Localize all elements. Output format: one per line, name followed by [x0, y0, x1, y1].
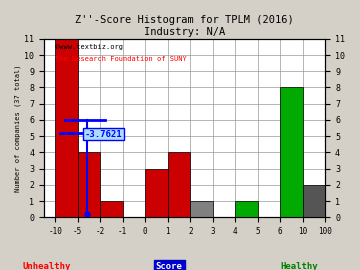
Bar: [100, 201, 123, 217]
Text: Unhealthy: Unhealthy: [23, 262, 71, 270]
Bar: [55, 39, 78, 217]
Text: -3.7621: -3.7621: [85, 130, 122, 139]
Bar: [78, 153, 100, 217]
Text: Score: Score: [156, 262, 183, 270]
Text: Healthy: Healthy: [280, 262, 318, 270]
Bar: [303, 185, 325, 217]
Bar: [190, 201, 213, 217]
Y-axis label: Number of companies (37 total): Number of companies (37 total): [15, 64, 22, 192]
Bar: [235, 201, 258, 217]
Text: The Research Foundation of SUNY: The Research Foundation of SUNY: [55, 56, 187, 62]
Bar: [280, 87, 303, 217]
Bar: [168, 153, 190, 217]
Bar: [145, 169, 168, 217]
Text: ©www.textbiz.org: ©www.textbiz.org: [55, 43, 123, 49]
Title: Z''-Score Histogram for TPLM (2016)
Industry: N/A: Z''-Score Histogram for TPLM (2016) Indu…: [75, 15, 294, 37]
